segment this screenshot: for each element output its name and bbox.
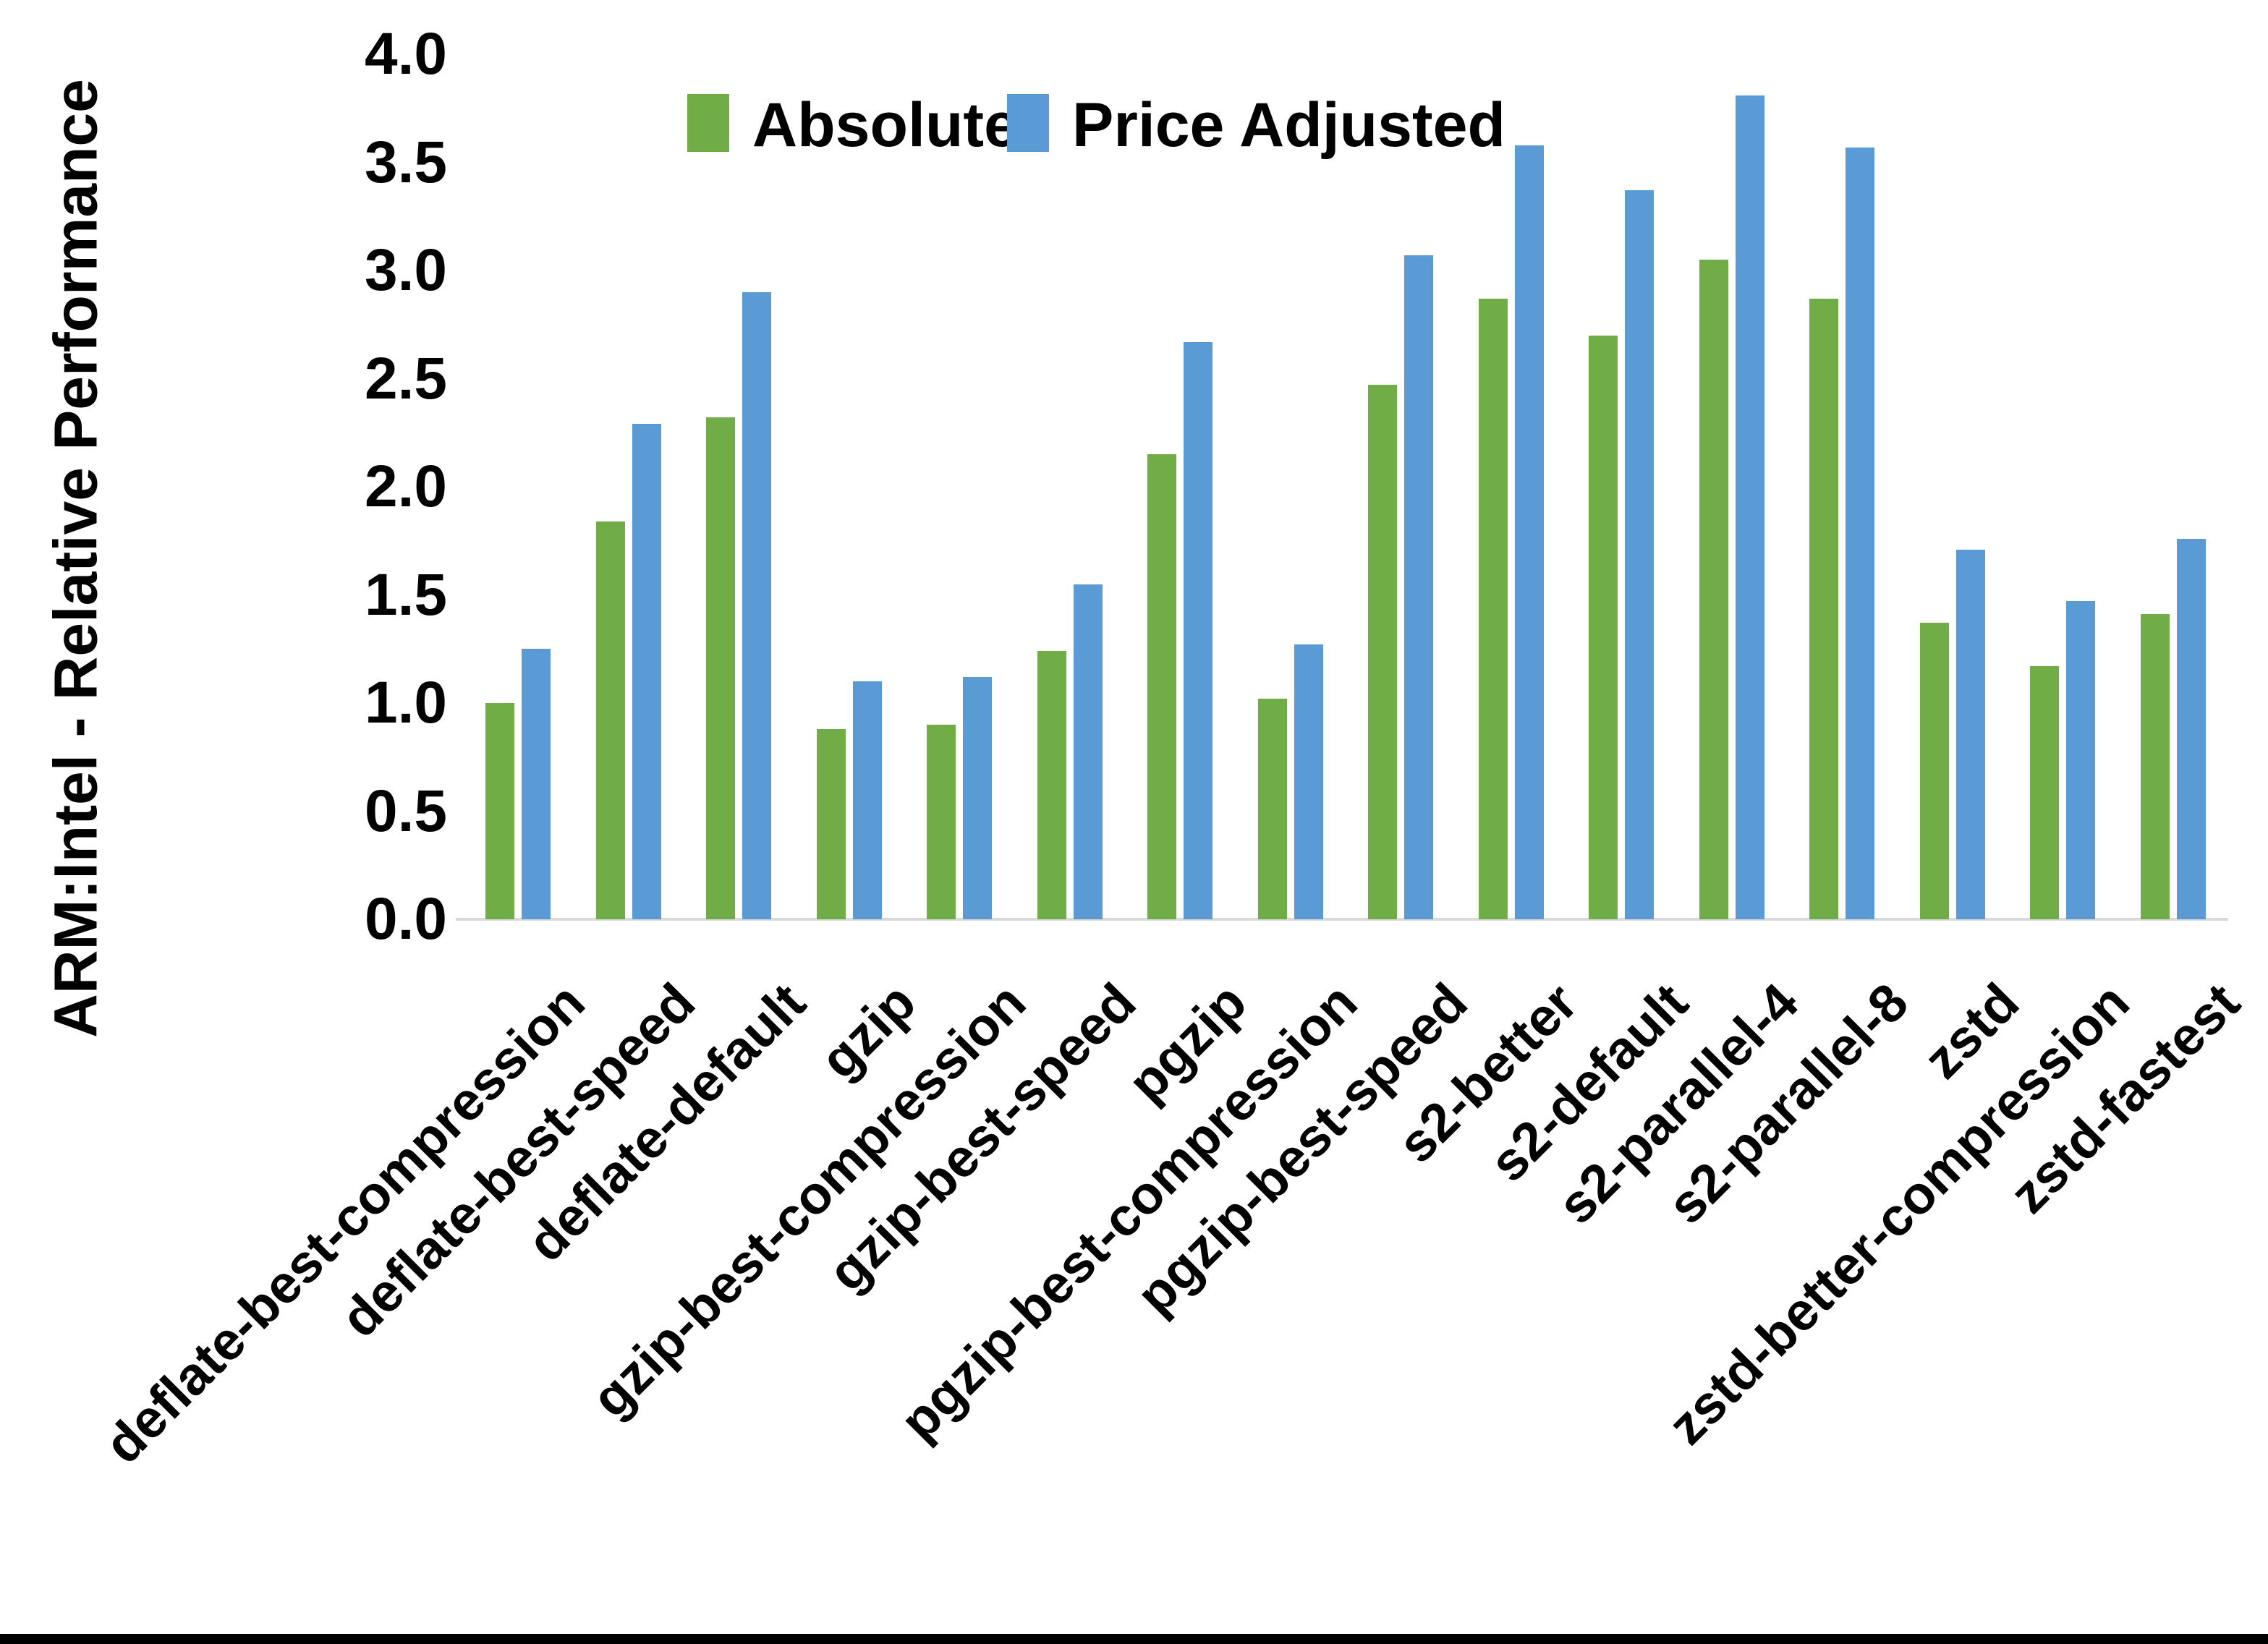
- x-axis-line: [456, 918, 2228, 921]
- y-tick-label-0.0: 0.0: [365, 886, 447, 952]
- y-tick-label-4.0: 4.0: [365, 21, 447, 87]
- bar-absolute-zstd: [1919, 623, 1949, 919]
- y-tick-label-1.0: 1.0: [365, 670, 447, 736]
- bar-absolute-s2-better: [1478, 298, 1508, 919]
- bar-price-adjusted-deflate-best-speed: [632, 424, 661, 919]
- bar-absolute-pgzip-best-compression: [1257, 699, 1287, 919]
- bar-absolute-deflate-best-speed: [595, 521, 625, 919]
- bar-absolute-deflate-default: [706, 417, 736, 919]
- legend-label-absolute: Absolute: [752, 90, 1019, 160]
- bar-absolute-pgzip-best-speed: [1368, 385, 1398, 919]
- bar-price-adjusted-s2-better: [1514, 145, 1544, 919]
- legend-swatch-price-adjusted: [1007, 94, 1049, 152]
- bar-absolute-pgzip: [1147, 454, 1177, 919]
- bar-price-adjusted-pgzip: [1184, 341, 1213, 919]
- bar-absolute-s2-parallel-4: [1699, 260, 1728, 919]
- y-tick-label-2.0: 2.0: [365, 453, 447, 519]
- bar-absolute-gzip: [816, 728, 846, 919]
- bar-price-adjusted-s2-parallel-4: [1735, 95, 1764, 919]
- y-tick-label-1.5: 1.5: [365, 561, 447, 628]
- bar-absolute-zstd-better-compression: [2030, 666, 2060, 919]
- bar-price-adjusted-s2-parallel-8: [1846, 147, 1875, 919]
- bar-absolute-zstd-fastest: [2140, 614, 2170, 919]
- bar-absolute-deflate-best-compression: [485, 703, 515, 919]
- bar-absolute-s2-parallel-8: [1809, 298, 1839, 919]
- y-tick-label-3.5: 3.5: [365, 129, 447, 195]
- bar-price-adjusted-pgzip-best-speed: [1404, 255, 1434, 919]
- bar-price-adjusted-deflate-best-compression: [522, 649, 551, 919]
- legend-swatch-absolute: [687, 94, 729, 152]
- bar-price-adjusted-gzip-best-compression: [963, 677, 993, 919]
- bar-absolute-s2-default: [1589, 335, 1618, 919]
- bar-price-adjusted-gzip-best-speed: [1073, 584, 1103, 919]
- y-tick-label-2.5: 2.5: [365, 345, 447, 412]
- bar-absolute-gzip-best-speed: [1037, 651, 1066, 919]
- bar-price-adjusted-s2-default: [1625, 190, 1655, 919]
- bar-price-adjusted-deflate-default: [742, 291, 772, 919]
- y-axis-title-text: ARM:Intel - Relative Performance: [41, 79, 110, 1038]
- x-axis-label-deflate-best-compression: deflate-best-compression: [93, 971, 596, 1475]
- y-tick-label-0.5: 0.5: [365, 778, 447, 844]
- bar-price-adjusted-zstd: [1955, 549, 1985, 919]
- bar-price-adjusted-zstd-better-compression: [2066, 601, 2096, 919]
- bar-price-adjusted-gzip: [852, 681, 882, 919]
- legend-label-price-adjusted: Price Adjusted: [1072, 90, 1505, 160]
- bar-absolute-gzip-best-compression: [927, 724, 956, 919]
- y-tick-label-3.0: 3.0: [365, 237, 447, 303]
- bar-price-adjusted-pgzip-best-compression: [1294, 644, 1323, 919]
- bottom-border-bar: [0, 1634, 2268, 1644]
- bar-price-adjusted-zstd-fastest: [2176, 538, 2206, 919]
